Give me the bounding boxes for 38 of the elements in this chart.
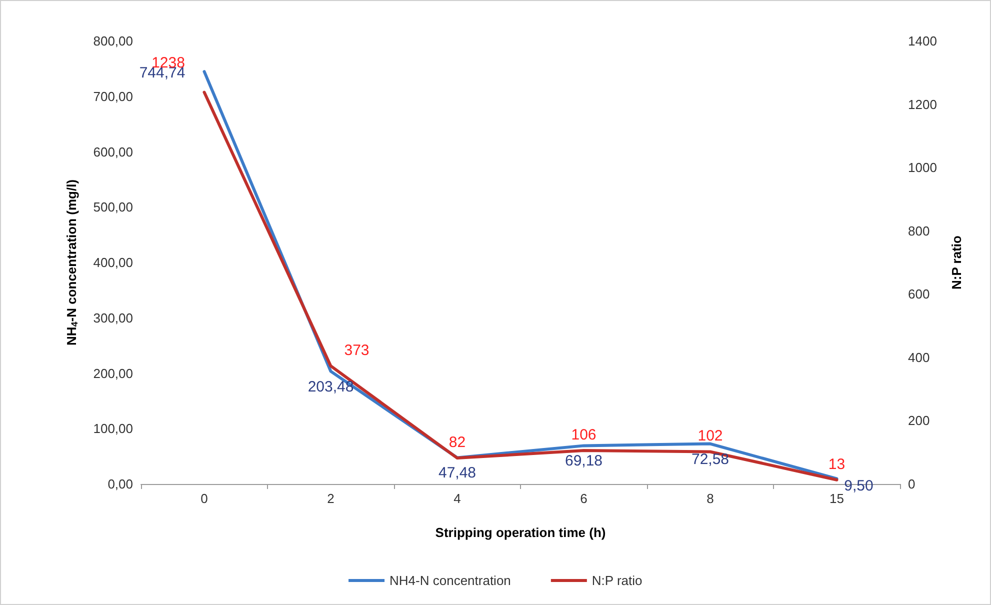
x-tick-label: 0 [200, 491, 208, 506]
x-tick-label: 2 [327, 491, 334, 506]
data-label: 9,50 [844, 478, 874, 495]
y2-tick-label: 200 [908, 413, 930, 428]
data-label: 82 [448, 434, 466, 452]
x-tick-label: 4 [454, 491, 461, 506]
y2-tick-label: 1400 [908, 34, 937, 48]
legend-label: N:P ratio [592, 573, 642, 588]
y-tick-label: 100,00 [93, 421, 133, 436]
y-tick-label: 0,00 [108, 476, 133, 492]
data-label: 203,48 [308, 378, 354, 396]
data-label: 47,48 [438, 464, 476, 482]
data-label: 102 [698, 428, 723, 445]
y2-tick-label: 1000 [908, 160, 937, 176]
y-tick-label: 500,00 [93, 200, 133, 215]
data-label: 373 [344, 342, 370, 359]
y2-axis-title: N:P ratio [949, 235, 964, 290]
x-tick-label: 6 [580, 491, 588, 506]
y-tick-label: 800,00 [93, 34, 133, 48]
y2-tick-label: 1200 [908, 96, 937, 112]
data-label: 106 [571, 426, 596, 444]
x-axis-title: Stripping operation time (h) [435, 525, 606, 540]
data-label: 69,18 [564, 452, 603, 470]
y-axis-title: NH4-N concentration (mg/l) [64, 179, 80, 346]
y2-tick-label: 0 [908, 476, 916, 492]
x-tick-label: 15 [830, 491, 844, 506]
y2-tick-label: 400 [908, 350, 930, 365]
data-label: 13 [828, 456, 846, 473]
y-tick-label: 600,00 [93, 144, 133, 160]
y-tick-label: 300,00 [93, 310, 133, 326]
y2-tick-label: 800 [908, 223, 930, 238]
y2-tick-label: 600 [908, 286, 930, 302]
x-tick-label: 8 [706, 491, 714, 506]
data-label: 72,58 [691, 450, 730, 468]
y-tick-label: 400,00 [93, 255, 133, 270]
y-tick-label: 700,00 [93, 88, 133, 104]
y-tick-label: 200,00 [93, 366, 133, 381]
legend-label: NH4-N concentration [390, 573, 511, 588]
